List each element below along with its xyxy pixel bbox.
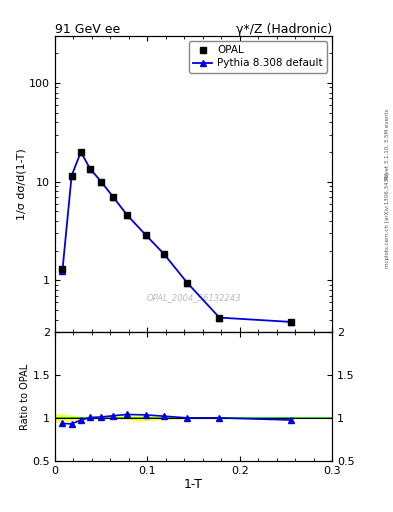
OPAL: [99, 179, 104, 185]
Pythia 8.308 default: [288, 319, 293, 325]
Pythia 8.308 default: [60, 268, 65, 274]
OPAL: [288, 319, 293, 325]
OPAL: [60, 266, 65, 272]
Legend: OPAL, Pythia 8.308 default: OPAL, Pythia 8.308 default: [189, 41, 327, 73]
Y-axis label: 1/σ dσ/d(1-T): 1/σ dσ/d(1-T): [17, 148, 26, 220]
OPAL: [162, 251, 166, 257]
Line: OPAL: OPAL: [60, 149, 293, 325]
Pythia 8.308 default: [111, 194, 116, 200]
OPAL: [125, 212, 129, 218]
Pythia 8.308 default: [88, 166, 92, 172]
OPAL: [111, 194, 116, 200]
Pythia 8.308 default: [69, 173, 74, 179]
X-axis label: 1-T: 1-T: [184, 478, 203, 492]
OPAL: [69, 173, 74, 179]
OPAL: [185, 280, 189, 286]
Y-axis label: Ratio to OPAL: Ratio to OPAL: [20, 364, 30, 430]
Text: OPAL_2004_S6132243: OPAL_2004_S6132243: [146, 293, 241, 303]
Pythia 8.308 default: [79, 149, 83, 155]
OPAL: [143, 231, 148, 238]
Line: Pythia 8.308 default: Pythia 8.308 default: [59, 149, 294, 325]
Pythia 8.308 default: [143, 231, 148, 238]
Pythia 8.308 default: [125, 212, 129, 218]
OPAL: [217, 314, 222, 321]
Pythia 8.308 default: [217, 314, 222, 321]
Pythia 8.308 default: [99, 179, 104, 185]
Pythia 8.308 default: [185, 280, 189, 286]
OPAL: [88, 166, 92, 172]
Text: Rivet 3.1.10, 3.5M events: Rivet 3.1.10, 3.5M events: [385, 108, 389, 179]
Pythia 8.308 default: [162, 251, 166, 257]
OPAL: [79, 149, 83, 155]
Text: γ*/Z (Hadronic): γ*/Z (Hadronic): [236, 23, 332, 36]
Text: 91 GeV ee: 91 GeV ee: [55, 23, 120, 36]
Text: mcplots.cern.ch [arXiv:1306.3436]: mcplots.cern.ch [arXiv:1306.3436]: [385, 173, 389, 268]
